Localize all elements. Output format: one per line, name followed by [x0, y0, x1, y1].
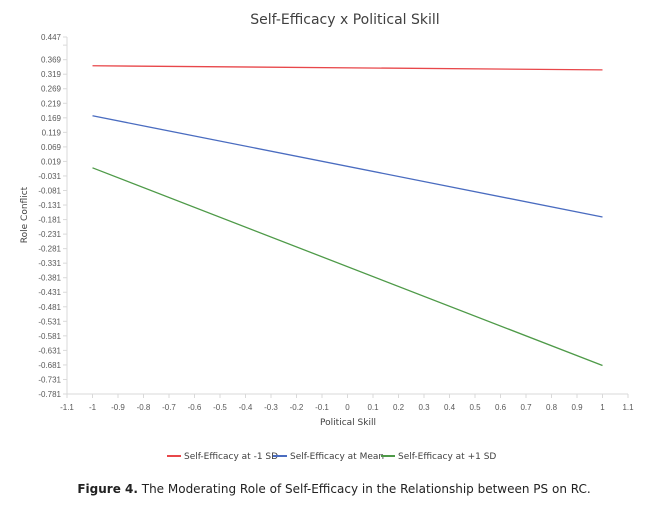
y-tick-label: -0.581	[38, 332, 61, 341]
figure-caption: Figure 4. The Moderating Role of Self-Ef…	[0, 482, 668, 496]
y-tick-label: -0.531	[38, 317, 61, 326]
x-tick-label: -1	[89, 403, 97, 412]
y-tick-label: 0.019	[41, 157, 62, 166]
legend-label: Self-Efficacy at -1 SD	[184, 452, 278, 462]
series-line-1	[92, 115, 603, 218]
x-tick-label: 0.4	[444, 403, 456, 412]
y-tick-label: -0.631	[38, 346, 61, 355]
y-tick-label: -0.681	[38, 361, 61, 370]
x-tick-label: -0.6	[188, 403, 202, 412]
y-tick-label: -0.081	[38, 186, 61, 195]
x-tick-label: 1	[600, 403, 605, 412]
y-tick-label: 0.369	[41, 56, 62, 65]
y-tick-label: 0.169	[41, 114, 62, 123]
x-tick-label: 0	[345, 403, 350, 412]
x-axis-label: Political Skill	[320, 418, 376, 428]
y-tick-label: 0.119	[42, 128, 62, 137]
y-tick-label: -0.731	[38, 375, 61, 384]
legend-label: Self-Efficacy at Mean	[290, 452, 384, 462]
x-tick-label: 0.8	[546, 403, 558, 412]
x-tick-label: -1.1	[60, 403, 74, 412]
y-tick-label: -0.131	[38, 201, 61, 210]
x-tick-label: -0.2	[290, 403, 304, 412]
x-tick-label: 0.1	[367, 403, 379, 412]
series-line-2	[92, 167, 603, 367]
y-axis-label: Role Conflict	[20, 186, 30, 243]
x-tick-label: -0.1	[315, 403, 329, 412]
y-tick-label: -0.481	[38, 303, 61, 312]
x-tick-label: 0.9	[571, 403, 583, 412]
y-tick-label: 0.219	[41, 99, 62, 108]
caption-text: The Moderating Role of Self-Efficacy in …	[137, 482, 591, 496]
y-tick-label: 0.269	[41, 85, 62, 94]
x-tick-label: -0.4	[239, 403, 253, 412]
y-tick-label: -0.031	[38, 172, 61, 181]
y-tick-label: -0.281	[38, 245, 61, 254]
x-tick-label: 0.7	[520, 403, 532, 412]
series-line-0	[92, 65, 603, 71]
x-tick-label: 1.1	[622, 403, 634, 412]
y-tick-label: -0.781	[38, 390, 61, 399]
y-tick-label: 0.319	[41, 70, 62, 79]
y-tick-label: -0.181	[38, 216, 61, 225]
y-tick-label: 0.447	[41, 33, 62, 42]
line-chart: Self-Efficacy x Political Skill Politica…	[20, 12, 634, 462]
y-tick-label: 0.069	[41, 143, 62, 152]
legend-label: Self-Efficacy at +1 SD	[398, 452, 496, 462]
y-tick-label: -0.381	[38, 274, 61, 283]
x-tick-label: -0.5	[213, 403, 227, 412]
x-tick-label: -0.8	[137, 403, 151, 412]
x-tick-label: 0.5	[469, 403, 481, 412]
x-tick-label: -0.7	[162, 403, 176, 412]
chart-title: Self-Efficacy x Political Skill	[250, 12, 439, 28]
x-tick-label: 0.6	[495, 403, 507, 412]
x-tick-label: -0.9	[111, 403, 125, 412]
x-tick-label: -0.3	[264, 403, 278, 412]
y-tick-label: -0.431	[38, 288, 61, 297]
caption-label: Figure 4.	[77, 482, 138, 496]
y-tick-label: -0.231	[38, 230, 61, 239]
x-tick-label: 0.2	[393, 403, 405, 412]
x-tick-label: 0.3	[418, 403, 430, 412]
y-tick-label: -0.331	[38, 259, 61, 268]
